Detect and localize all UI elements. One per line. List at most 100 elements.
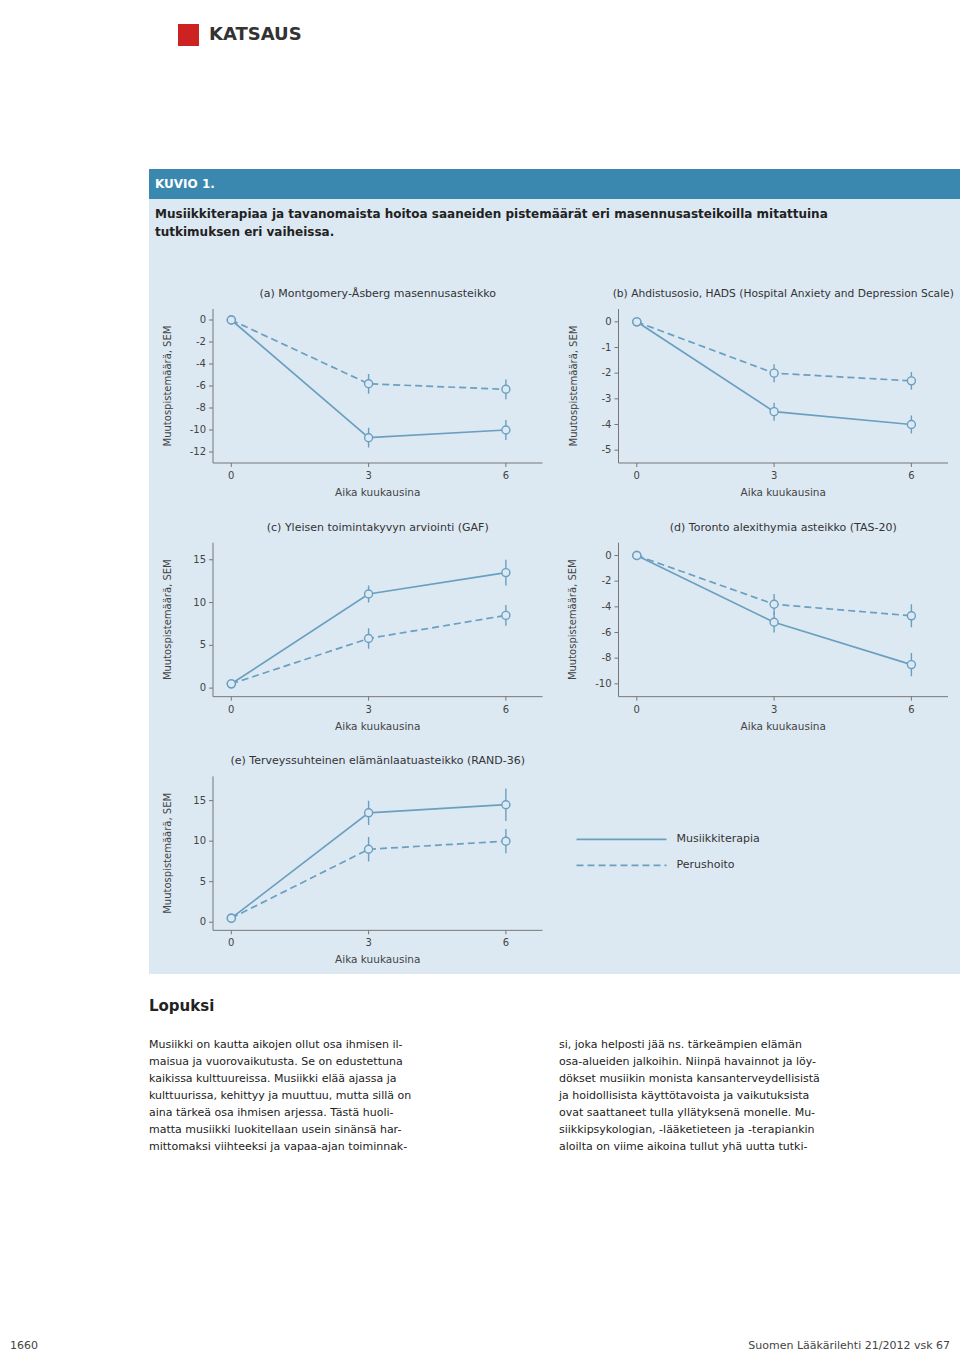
marker	[633, 552, 641, 560]
y-tick-label: -12	[190, 446, 206, 457]
y-tick	[615, 321, 619, 322]
text-line: Musiikkiterapiaa ja tavanomaista hoitoa …	[155, 207, 828, 221]
y-tick-label: 0	[200, 916, 206, 927]
text-line: maisua ja vuorovaikutusta. Se on edustet…	[149, 1055, 403, 1068]
x-axis-line	[213, 696, 543, 697]
marker	[770, 408, 778, 416]
text-line: matta musiikki luokitellaan usein sinäns…	[149, 1123, 401, 1136]
x-tick-label: 0	[634, 704, 640, 715]
panel-title: (d) Toronto alexithymia asteikko (TAS-20…	[670, 521, 897, 534]
y-tick	[209, 922, 213, 923]
page: KATSAUSKUVIO 1.Musiikkiterapiaa ja tavan…	[0, 0, 960, 1362]
marker	[502, 385, 510, 393]
plot-area-background	[149, 273, 960, 974]
y-tick	[209, 688, 213, 689]
marker	[502, 611, 510, 619]
marker	[502, 801, 510, 809]
series-line	[231, 615, 506, 683]
text-line: osa-alueiden jalkoihin. Niinpä havainnot…	[559, 1055, 816, 1068]
x-axis-line	[619, 696, 949, 697]
y-tick-label: 0	[605, 550, 611, 561]
y-tick	[615, 581, 619, 582]
y-tick-label: -6	[602, 627, 612, 638]
y-tick-label: 0	[605, 316, 611, 327]
footer-right: Suomen Lääkärilehti 21/2012 vsk 67	[748, 1339, 950, 1352]
x-axis-label: Aika kuukausina	[335, 953, 420, 965]
text-line: Musiikki on kautta aikojen ollut osa ihm…	[149, 1038, 403, 1051]
subtitle-band	[149, 199, 960, 273]
marker	[770, 369, 778, 377]
panel: 051015036Aika kuukausinaMuutospistemäärä…	[162, 754, 543, 965]
x-tick	[368, 697, 369, 701]
title-bar	[149, 169, 960, 199]
marker	[365, 845, 373, 853]
x-tick	[505, 463, 506, 467]
x-tick-label: 3	[365, 470, 371, 481]
y-tick	[615, 398, 619, 399]
x-tick	[911, 463, 912, 467]
y-tick-label: -10	[595, 678, 611, 689]
legend-label: Musiikkiterapia	[677, 832, 760, 845]
series-line	[637, 556, 912, 616]
y-tick	[209, 430, 213, 431]
marker	[227, 914, 235, 922]
x-tick-label: 6	[503, 470, 509, 481]
series-line	[637, 322, 912, 425]
y-tick-label: -10	[190, 424, 206, 435]
x-tick	[368, 463, 369, 467]
y-tick	[615, 347, 619, 348]
series-line	[637, 322, 912, 381]
series-line	[637, 556, 912, 665]
text-line: ja hoidollisista käyttötavoista ja vaiku…	[558, 1089, 809, 1102]
marker	[502, 426, 510, 434]
x-tick	[911, 697, 912, 701]
y-tick-label: -4	[602, 601, 612, 612]
x-tick-label: 6	[908, 704, 914, 715]
panel-title: (b) Ahdistusosio, HADS (Hospital Anxiety…	[613, 287, 954, 300]
y-tick-label: 10	[193, 835, 206, 846]
y-tick-label: 15	[193, 795, 206, 806]
body-text: Musiikki on kautta aikojen ollut osa ihm…	[149, 1038, 411, 1153]
y-tick	[209, 800, 213, 801]
panel-title: (c) Yleisen toimintakyvyn arviointi (GAF…	[267, 521, 489, 534]
text-line: siikkipsykologian, -lääketieteen ja -ter…	[559, 1123, 815, 1136]
x-tick-label: 0	[228, 704, 234, 715]
y-tick-label: 0	[200, 682, 206, 693]
marker	[907, 377, 915, 385]
x-tick	[231, 697, 232, 701]
y-tick	[209, 320, 213, 321]
panel: 051015036Aika kuukausinaMuutospistemäärä…	[162, 521, 543, 732]
x-axis-label: Aika kuukausina	[335, 486, 420, 498]
y-axis-label: Muutospistemäärä, SEM	[162, 559, 173, 680]
y-tick	[615, 632, 619, 633]
marker	[227, 680, 235, 688]
y-tick-label: 10	[193, 597, 206, 608]
legend-line	[577, 838, 667, 840]
marker	[365, 590, 373, 598]
legend: MusiikkiterapiaPerushoito	[577, 832, 760, 871]
marker	[227, 316, 235, 324]
x-tick	[231, 463, 232, 467]
text-line: kulttuurissa, kehittyy ja muuttuu, mutta…	[149, 1089, 411, 1102]
marker	[907, 612, 915, 620]
x-tick-label: 3	[365, 704, 371, 715]
y-tick	[615, 555, 619, 556]
y-tick-label: -3	[602, 393, 612, 404]
y-axis-line	[213, 776, 214, 930]
footer-left: 1660	[10, 1339, 38, 1352]
x-tick	[505, 697, 506, 701]
y-tick-label: -6	[196, 380, 206, 391]
x-tick-label: 0	[228, 937, 234, 948]
marker	[227, 316, 235, 324]
y-tick-label: 5	[200, 639, 206, 650]
x-axis-line	[619, 463, 949, 464]
text-line: kaikissa kulttuureissa. Musiikki elää aj…	[149, 1072, 396, 1085]
x-axis-label: Aika kuukausina	[741, 720, 826, 732]
marker	[365, 434, 373, 442]
y-tick	[209, 841, 213, 842]
y-axis-label: Muutospistemäärä, SEM	[568, 326, 579, 447]
panel-title: (e) Terveyssuhteinen elämänlaatuasteikko…	[231, 754, 526, 767]
y-tick-label: -2	[602, 367, 612, 378]
y-tick	[615, 373, 619, 374]
data-group	[227, 788, 510, 922]
